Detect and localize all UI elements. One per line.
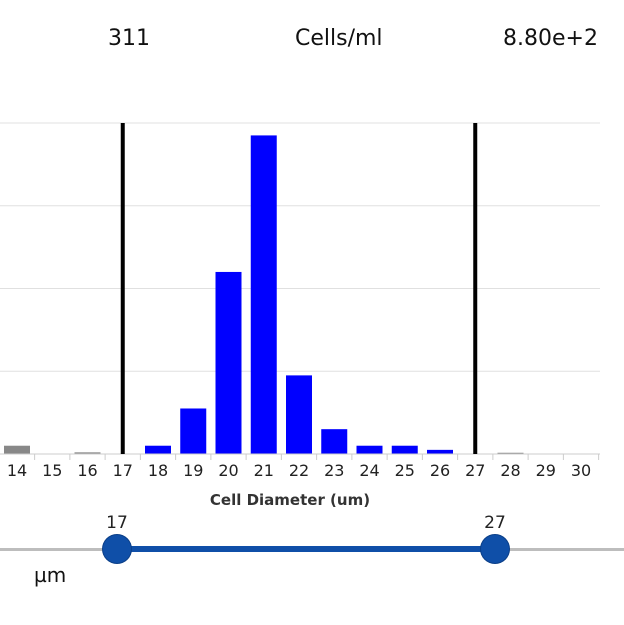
histogram-bar bbox=[391, 445, 418, 454]
histogram-bar bbox=[286, 375, 312, 454]
histogram-bar bbox=[180, 408, 207, 454]
histogram-bar bbox=[4, 445, 30, 454]
x-tick-label: 16 bbox=[77, 461, 97, 480]
histogram-bar bbox=[321, 429, 348, 454]
histogram-chart: 14 15 16 17 18 19 20 21 22 23 24 25 26 27 28 29 30 bbox=[0, 122, 600, 480]
histogram-bar bbox=[250, 135, 277, 454]
histogram-bar bbox=[215, 271, 242, 454]
x-tick-label: 24 bbox=[359, 461, 379, 480]
histogram-bar bbox=[427, 449, 453, 454]
x-tick-label: 14 bbox=[7, 461, 27, 480]
concentration-value: 8.80e+2 bbox=[503, 26, 598, 51]
x-tick-label: 20 bbox=[218, 461, 238, 480]
x-tick-label: 23 bbox=[324, 461, 344, 480]
x-axis-label: Cell Diameter (um) bbox=[209, 491, 371, 509]
x-tick-label: 29 bbox=[536, 461, 556, 480]
x-tick-label: 27 bbox=[465, 461, 485, 480]
x-tick-label: 18 bbox=[148, 461, 168, 480]
histogram-bar bbox=[497, 452, 524, 454]
x-tick-label: 25 bbox=[395, 461, 415, 480]
slider-max-handle[interactable] bbox=[481, 535, 509, 563]
x-tick-label: 30 bbox=[571, 461, 591, 480]
x-tick-label: 21 bbox=[254, 461, 274, 480]
slider-selected-range[interactable] bbox=[117, 546, 495, 552]
slider-max-value: 27 bbox=[484, 513, 506, 533]
x-tick-label: 15 bbox=[42, 461, 62, 480]
histogram-bar bbox=[145, 445, 171, 454]
unit-label: µm bbox=[34, 563, 67, 587]
histogram-bar bbox=[74, 452, 101, 454]
x-tick-label: 22 bbox=[289, 461, 309, 480]
x-tick-label: 17 bbox=[113, 461, 133, 480]
x-tick-label: 26 bbox=[430, 461, 450, 480]
cell-count-value: 311 bbox=[108, 26, 150, 51]
x-tick-label: 28 bbox=[500, 461, 520, 480]
slider-min-value: 17 bbox=[106, 513, 128, 533]
units-label: Cells/ml bbox=[295, 26, 383, 51]
x-tick-label: 19 bbox=[183, 461, 203, 480]
histogram-bar bbox=[356, 445, 383, 454]
slider-min-handle[interactable] bbox=[103, 535, 131, 563]
